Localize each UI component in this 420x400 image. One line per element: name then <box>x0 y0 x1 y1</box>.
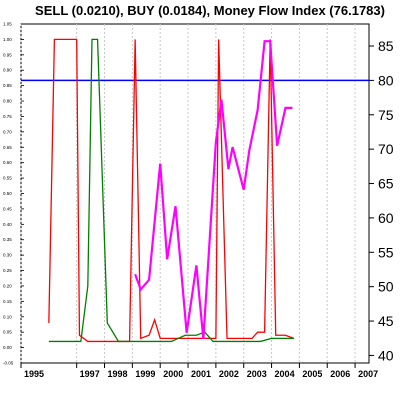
right-tick-label: 40 <box>378 347 394 363</box>
left-tick-label: 0.25 <box>3 268 12 273</box>
left-tick-label: 0.75 <box>3 114 12 119</box>
x-tick-label: 1998 <box>108 369 128 379</box>
left-tick-label: 0.10 <box>3 314 12 319</box>
left-tick-label: 0.20 <box>3 283 12 288</box>
series-line-3 <box>134 40 293 340</box>
right-tick-label: 55 <box>378 244 394 260</box>
series-group <box>48 38 295 343</box>
x-tick-label: 2000 <box>163 369 183 379</box>
left-tick-label: 0.60 <box>3 160 12 165</box>
right-tick-label: 65 <box>378 176 394 192</box>
x-tick-label: 1995 <box>24 369 44 379</box>
x-tick-label: 1997 <box>80 369 100 379</box>
left-axis: 1.05 1.00 0.95 0.90 0.85 0.80 0.75 0.70 0.65 0.60… <box>3 22 24 366</box>
x-tick-label: 2003 <box>247 369 267 379</box>
right-tick-label: 60 <box>378 210 394 226</box>
right-tick-label: 80 <box>378 72 394 88</box>
left-tick-label: 0.35 <box>3 237 12 242</box>
left-tick-label: 1.00 <box>3 37 12 42</box>
left-tick-label: 0.40 <box>3 222 12 227</box>
x-tick-label: 2004 <box>275 369 295 379</box>
series-line-1 <box>48 38 295 343</box>
chart-title: SELL (0.0210), BUY (0.0184), Money Flow … <box>35 3 385 18</box>
x-tick-label: 2002 <box>219 369 239 379</box>
left-tick-label: 0.80 <box>3 99 12 104</box>
x-tick-label: 2005 <box>302 369 322 379</box>
x-tick-label: 2007 <box>358 369 378 379</box>
left-tick-label: 0.30 <box>3 253 12 258</box>
left-tick-label: 0.70 <box>3 129 12 134</box>
right-tick-label: 70 <box>378 141 394 157</box>
right-tick-label: 45 <box>378 313 394 329</box>
plot-area <box>20 23 370 364</box>
right-axis: 85 80 75 70 65 60 55 50 45 40 <box>369 38 394 363</box>
right-tick-label: 85 <box>378 38 394 54</box>
left-tick-label: 0.45 <box>3 206 12 211</box>
right-tick-label: 75 <box>378 107 394 123</box>
left-tick-label: 0.85 <box>3 83 12 88</box>
x-tick-label: 1999 <box>135 369 155 379</box>
left-tick-label: 0.00 <box>3 345 12 350</box>
left-tick-label: 0.05 <box>3 330 12 335</box>
x-axis: 1995 1997 1998 1999 2000 2001 2002 2003 2004 2005… <box>20 363 378 379</box>
left-tick-label: 0.15 <box>3 299 12 304</box>
x-tick-label: 2001 <box>191 369 211 379</box>
left-tick-label: 0.65 <box>3 145 12 150</box>
left-tick-label: -0.05 <box>3 361 14 366</box>
left-tick-label: 0.55 <box>3 176 12 181</box>
left-tick-label: 0.95 <box>3 52 12 57</box>
series-line-2 <box>48 38 294 343</box>
right-tick-label: 50 <box>378 279 394 295</box>
left-tick-label: 0.90 <box>3 68 12 73</box>
x-tick-label: 2006 <box>330 369 350 379</box>
left-tick-label: 1.05 <box>3 22 12 27</box>
left-tick-label: 0.50 <box>3 191 12 196</box>
